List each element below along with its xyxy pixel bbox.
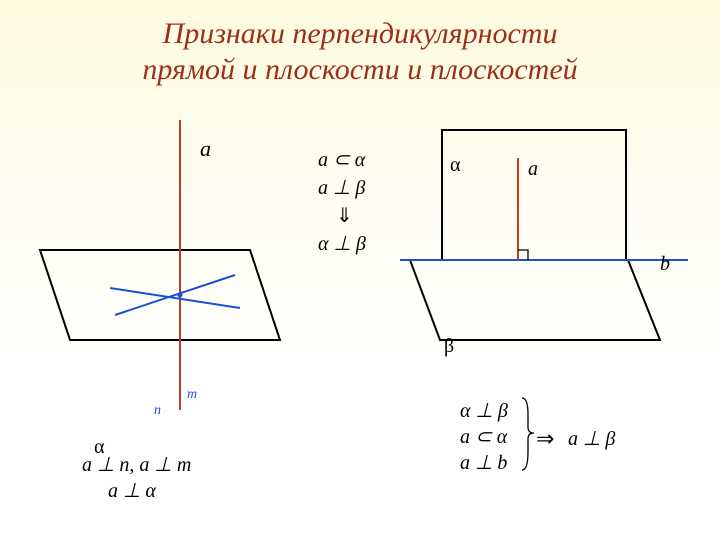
mid-cond-2: a ⊥ β <box>318 175 365 200</box>
plane-alpha-right <box>442 130 626 260</box>
label-m: m <box>187 387 197 403</box>
label-alpha-right: α <box>450 154 460 177</box>
brace-icon <box>522 396 536 474</box>
plane-beta <box>410 260 660 340</box>
label-a-right: a <box>528 158 538 181</box>
line-n <box>110 288 240 308</box>
right-cond-2: a ⊂ α <box>460 424 507 449</box>
label-n: n <box>154 403 161 419</box>
intersection-point <box>178 293 183 298</box>
label-b: b <box>660 253 670 276</box>
mid-cond-3: α ⊥ β <box>318 231 366 256</box>
left-cond-1: a ⊥ n, a ⊥ m <box>82 452 191 477</box>
left-cond-2: a ⊥ α <box>108 478 156 503</box>
right-result: a ⊥ β <box>568 426 615 451</box>
mid-cond-1: a ⊂ α <box>318 147 365 172</box>
implies-arrow: ⇒ <box>536 426 554 452</box>
label-a: a <box>200 136 211 162</box>
slide-title: Признаки перпендикулярностипрямой и плос… <box>0 16 720 88</box>
perp-mark <box>518 250 528 260</box>
mid-arrow: ⇓ <box>336 203 353 228</box>
line-m <box>115 275 235 315</box>
label-beta: β <box>444 335 454 358</box>
right-cond-1: α ⊥ β <box>460 398 508 423</box>
right-cond-3: a ⊥ b <box>460 450 507 475</box>
left-diagram <box>40 120 300 410</box>
